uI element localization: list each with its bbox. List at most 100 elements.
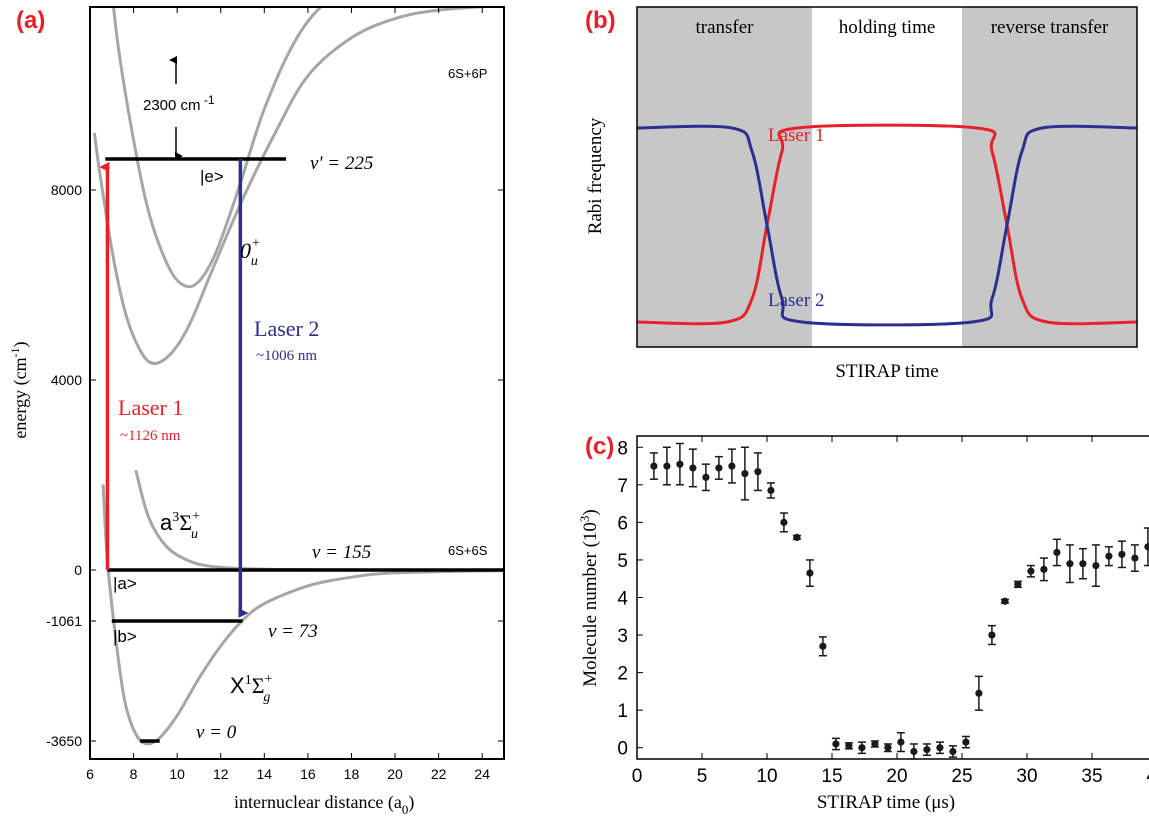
data-point	[857, 741, 866, 755]
series-label-laser-2: Laser 2	[768, 290, 824, 311]
panel-a-y-tick-label: 8000	[51, 182, 82, 198]
state-x1-sigma-g-label: X1Σ+ g	[230, 672, 273, 705]
panel-c-x-tick-label: 35	[1081, 766, 1102, 787]
region-labels: transfer holding time reverse transfer	[695, 17, 1108, 38]
marker	[741, 469, 749, 478]
data-point	[831, 737, 840, 751]
panel-c-x-tick-label: 30	[1016, 766, 1037, 787]
panel-c-y-tick-label: 2	[617, 664, 628, 685]
data-point	[935, 741, 944, 755]
panel-a-y-ticks: -3650 -1061 0 4000 8000	[46, 182, 504, 749]
data-point	[805, 559, 814, 587]
panel-c-y-tick-label: 8	[617, 438, 628, 459]
marker	[1040, 565, 1048, 573]
panel-c-frame	[636, 435, 1149, 760]
panel-a-x-tick-label: 20	[387, 766, 403, 782]
potential-curve-X1Sigma_g	[101, 484, 504, 746]
marker	[1053, 548, 1061, 557]
series-line-laser-1	[636, 123, 1138, 326]
level-v-0-label: v = 0	[196, 722, 237, 743]
stirap-regions	[637, 7, 1137, 347]
panel-a-x-tick-label: 24	[474, 766, 490, 782]
panel-a-x-tick-label: 14	[257, 766, 273, 782]
data-point	[1052, 538, 1061, 567]
marker	[1105, 552, 1113, 560]
region-label: transfer	[695, 17, 754, 38]
data-point	[909, 743, 918, 760]
series-label-laser-1: Laser 1	[768, 125, 824, 146]
panel-a-x-axis-title: internuclear distance (a0)	[234, 792, 414, 817]
data-point	[1065, 544, 1074, 584]
panel-b: (b) transfer holding time reverse transfer…	[585, 6, 1138, 382]
potential-curve-0u_plus_inner	[92, 7, 502, 365]
data-point	[844, 742, 853, 750]
state-a3-sigma-u-label: a3Σ+ u	[160, 509, 200, 542]
marker	[780, 518, 788, 526]
panel-c-y-tick-label: 5	[617, 551, 628, 572]
panel-c-y-tick-label: 7	[617, 476, 628, 497]
series-line-laser-2	[636, 124, 1138, 327]
panel-c-x-tick-label: 10	[756, 766, 777, 787]
panel-b-y-axis-title: Rabi frequency	[585, 117, 606, 234]
marker	[1027, 567, 1035, 575]
marker	[936, 744, 944, 752]
data-point	[753, 452, 762, 492]
data-point	[948, 745, 957, 758]
data-point	[779, 512, 788, 533]
marker	[715, 464, 723, 472]
region-holding-time	[812, 7, 962, 347]
panel-b-frame	[636, 6, 1138, 348]
panel-c-x-tick-label: 25	[951, 766, 972, 787]
data-point	[1039, 557, 1048, 582]
molecule-number-points	[649, 442, 1149, 760]
marker	[754, 468, 762, 476]
marker	[1079, 560, 1087, 568]
marker	[884, 744, 892, 752]
data-point	[792, 533, 801, 542]
panel-c-x-tick-label: 40	[1146, 766, 1149, 787]
marker	[1144, 543, 1149, 551]
data-point	[1130, 544, 1139, 572]
panel-c-y-tick-label: 4	[617, 589, 628, 610]
panel-a-y-tick-label: 0	[74, 562, 82, 578]
state-0u-label: 0+ u	[240, 236, 260, 269]
marker	[767, 486, 775, 495]
data-point	[870, 740, 879, 748]
laser-2-wavelength: ~1006 nm	[256, 348, 317, 364]
marker	[910, 747, 918, 756]
marker	[949, 747, 957, 756]
marker	[806, 569, 814, 577]
data-point	[987, 624, 996, 646]
state-b-label: |b>	[113, 627, 137, 646]
data-point	[1091, 544, 1100, 587]
data-point	[883, 743, 892, 753]
laser-1-label: Laser 1	[118, 395, 183, 420]
data-point	[1143, 527, 1149, 567]
panel-a-label: (a)	[16, 7, 45, 34]
panel-c-ticks: 0 5 10 15 20 25 30 35 40 0 1 2 3 4 5 6 7 8	[617, 436, 1149, 787]
region-label: reverse transfer	[991, 17, 1109, 38]
data-point	[818, 636, 827, 657]
data-point	[766, 482, 775, 499]
panel-a-x-ticks: 6 8 10 12 14 16 18 20 22 24	[86, 7, 490, 782]
panel-a-y-axis-title: energy (cm-1)	[8, 341, 31, 438]
panel-c-y-tick-label: 1	[617, 701, 628, 722]
marker	[858, 744, 866, 752]
laser-1-wavelength: ~1126 nm	[120, 428, 181, 444]
rabi-frequency-curves	[636, 123, 1138, 327]
laser-arrows	[99, 159, 249, 618]
panel-c-label: (c)	[585, 433, 614, 460]
data-point	[714, 455, 723, 480]
region-transfer	[637, 7, 812, 347]
panel-a-x-tick-label: 22	[431, 766, 447, 782]
panel-a-y-tick-label: -3650	[46, 733, 82, 749]
state-e-label: |e>	[200, 167, 224, 186]
region-reverse-transfer	[962, 7, 1137, 347]
panel-c-y-tick-label: 3	[617, 626, 628, 647]
panel-a-x-tick-label: 12	[213, 766, 229, 782]
marker	[728, 462, 736, 470]
data-point	[662, 446, 671, 486]
panel-c-x-tick-label: 20	[886, 766, 907, 787]
marker	[689, 464, 697, 472]
